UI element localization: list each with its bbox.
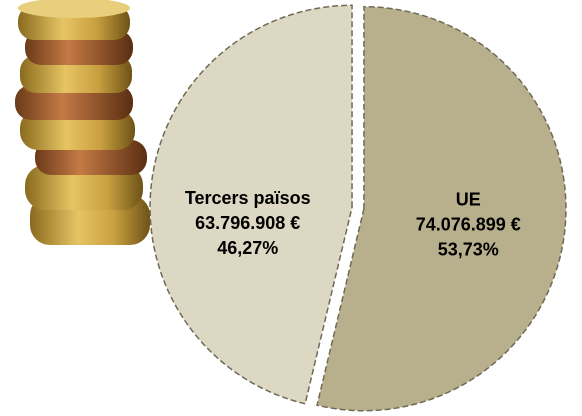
amount-label: 63.796.908 € (195, 213, 300, 233)
amount-label: 74.076.899 € (416, 215, 521, 235)
percent-label: 46,27% (217, 238, 278, 258)
slice-label: UE (456, 190, 481, 210)
percent-label: 53,73% (438, 240, 499, 260)
pie-slice (317, 7, 566, 411)
chart: Tercers països 63.796.908 € 46,27% UE 74.076… (0, 0, 582, 416)
slice-label: Tercers països (185, 188, 311, 208)
coin-stack (15, 0, 150, 245)
